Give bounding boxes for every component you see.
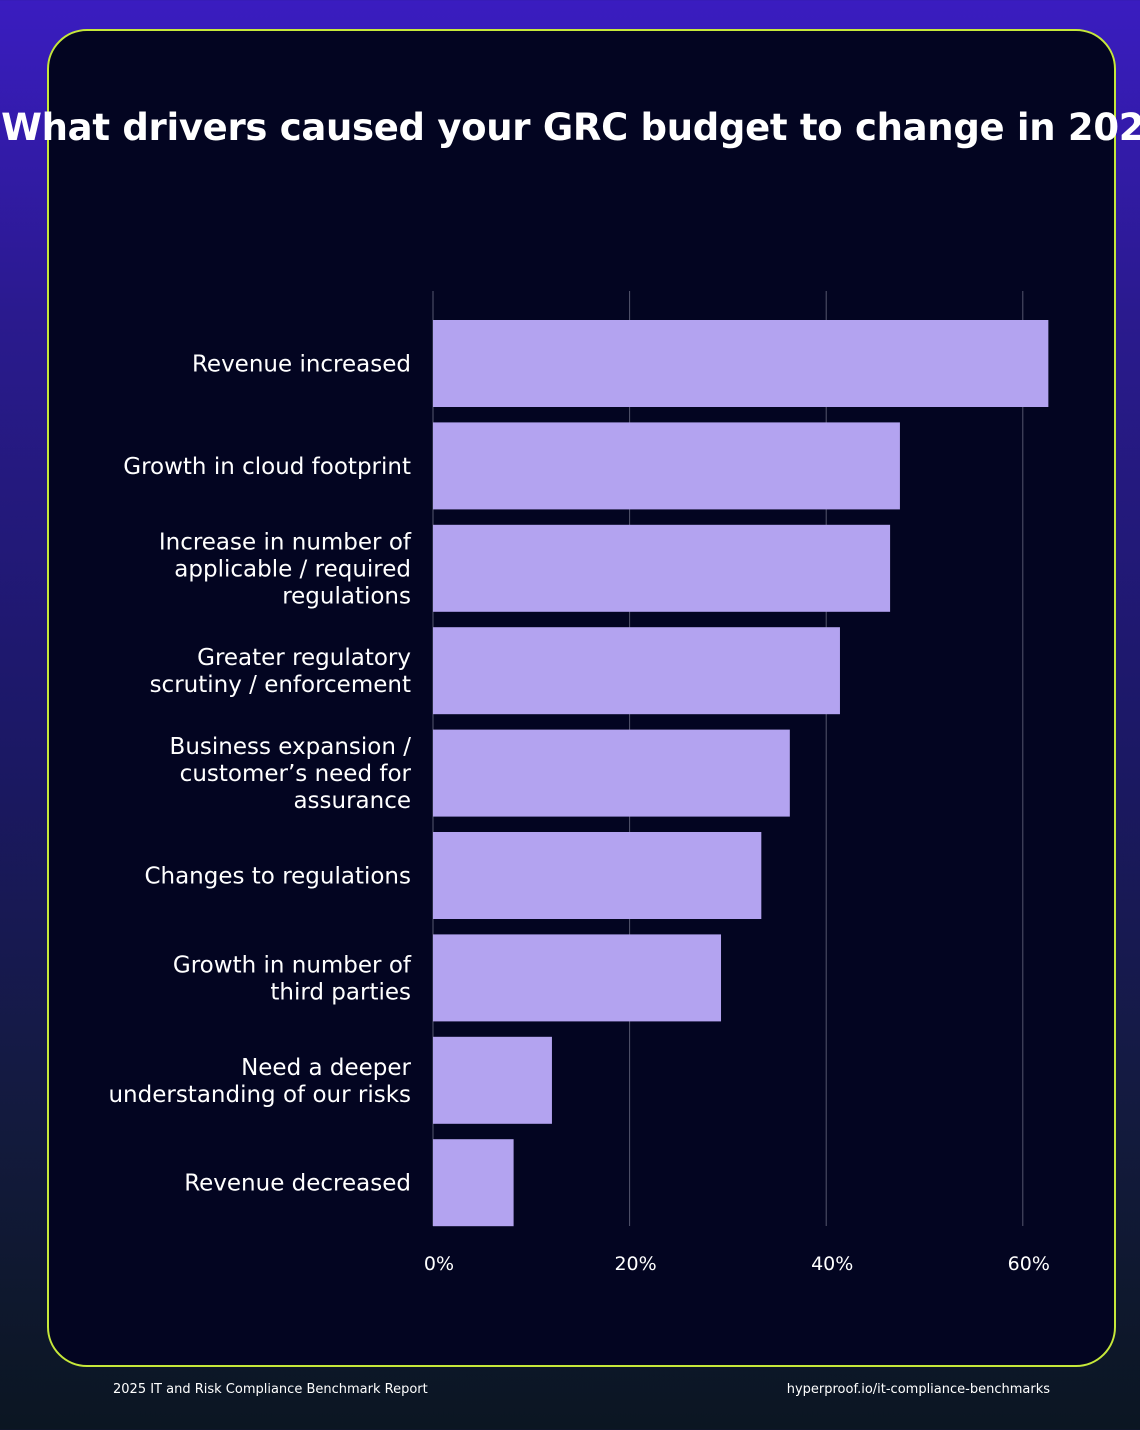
category-label: Revenue increased (192, 352, 411, 378)
category-label: Greater regulatory (197, 645, 411, 671)
x-tick-label: 40% (811, 1253, 853, 1275)
category-label: Business expansion / (170, 734, 412, 760)
category-label: Growth in number of (173, 952, 412, 978)
x-tick-label: 60% (1008, 1253, 1050, 1275)
category-label: scrutiny / enforcement (150, 672, 411, 698)
category-labels: Revenue increased Growth in cloud footpri… (108, 352, 411, 1197)
bar (433, 1139, 514, 1227)
category-label: third parties (270, 979, 411, 1005)
x-tick-label: 20% (614, 1253, 656, 1275)
bar (433, 1036, 552, 1124)
category-label: customer’s need for (180, 761, 412, 787)
category-label: assurance (293, 788, 411, 814)
bar (433, 422, 900, 510)
bar (433, 524, 891, 612)
bar (433, 832, 762, 919)
bar (433, 627, 840, 715)
category-label: applicable / required (174, 556, 411, 582)
footer-report-name: 2025 IT and Risk Compliance Benchmark Re… (113, 1382, 428, 1397)
category-label: Increase in number of (159, 529, 412, 555)
category-label: Revenue decreased (184, 1171, 411, 1197)
chart-title: What drivers caused your GRC budget to c… (1, 106, 1140, 149)
category-label: Changes to regulations (144, 864, 411, 890)
bar (433, 729, 790, 817)
bar (433, 320, 1049, 407)
category-label: Growth in cloud footprint (123, 454, 411, 480)
category-label: regulations (282, 583, 411, 609)
x-axis-tick-labels: 0% 20% 40% 60% (424, 1253, 1050, 1275)
footer-url: hyperproof.io/it-compliance-benchmarks (786, 1382, 1050, 1397)
x-tick-label: 0% (424, 1253, 454, 1275)
bar (433, 934, 722, 1022)
bars (433, 320, 1049, 1227)
category-label: understanding of our risks (108, 1082, 411, 1108)
category-label: Need a deeper (241, 1055, 411, 1081)
